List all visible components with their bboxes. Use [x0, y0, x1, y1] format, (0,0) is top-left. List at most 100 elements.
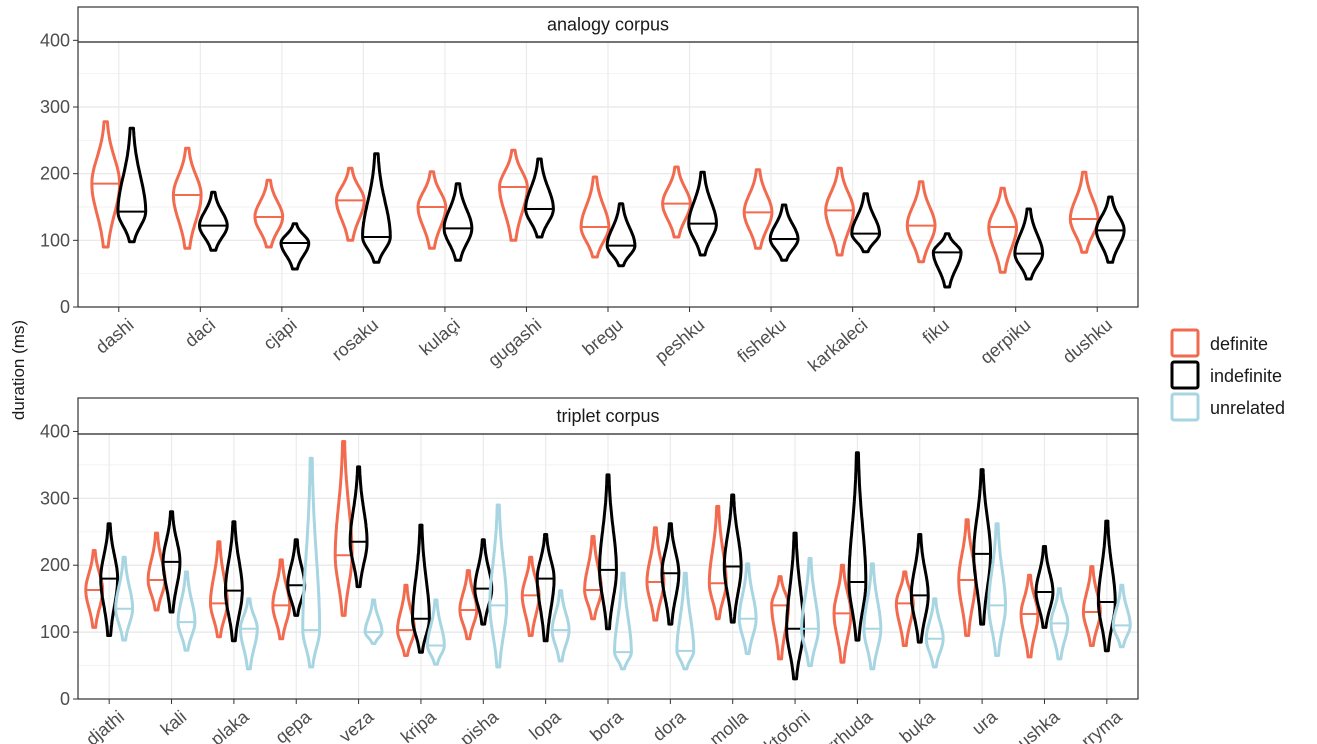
violin-unrelated — [238, 597, 259, 671]
violin-indefinite — [361, 152, 392, 264]
y-tick-label: 300 — [40, 488, 70, 508]
panels: 0 100 200 300 400 analogy corpus dashi daci cjap… — [40, 6, 1139, 744]
violin-definite — [458, 569, 479, 641]
violin-unrelated — [862, 562, 883, 671]
violin-definite — [520, 555, 541, 637]
x-tick-label: diktofoni — [750, 707, 814, 744]
y-tick-label: 100 — [40, 622, 70, 642]
violin-indefinite — [161, 510, 182, 614]
x-tick-label: qepa — [271, 706, 315, 744]
violin-indefinite — [524, 157, 555, 239]
violin-definite — [905, 180, 937, 264]
y-tick-label: 200 — [40, 164, 70, 184]
violin-indefinite — [768, 203, 800, 262]
violin-indefinite — [722, 493, 743, 624]
violin-indefinite — [411, 523, 431, 654]
violin-definite — [579, 175, 611, 259]
violin-definite — [171, 146, 203, 250]
violin-definite — [498, 148, 529, 242]
violin-unrelated — [426, 598, 446, 666]
violin-unrelated — [114, 555, 135, 642]
violin-definite — [832, 563, 853, 664]
y-tick-label: 200 — [40, 555, 70, 575]
series-indefinite — [99, 451, 1117, 681]
facet-strip — [77, 6, 1139, 43]
violin-definite — [957, 518, 978, 637]
x-tick-label: bora — [586, 706, 627, 744]
legend-key-indefinite — [1170, 360, 1200, 390]
series-definite — [90, 120, 1100, 274]
violin-unrelated — [301, 456, 322, 669]
x-tick-label: ura — [968, 706, 1002, 739]
facet-title: triplet corpus — [556, 406, 659, 426]
violin-indefinite — [279, 222, 311, 271]
x-tick-label: pushka — [1006, 706, 1064, 744]
violin-indefinite — [535, 533, 556, 643]
violin-unrelated — [675, 571, 696, 671]
violin-indefinite — [116, 126, 148, 244]
violin-indefinite — [224, 520, 244, 643]
violin-definite — [987, 186, 1018, 274]
violin-indefinite — [847, 451, 868, 642]
x-tick-label: fisheku — [733, 315, 790, 367]
x-tick-label: molla — [706, 706, 753, 744]
legend-label-indefinite: indefinite — [1210, 366, 1282, 386]
violin-definite — [742, 168, 774, 250]
panel: 0 100 200 300 400 triplet corpus djathi kali pla… — [40, 397, 1139, 744]
x-tick-label: gugashi — [484, 315, 545, 371]
x-tick-label: fiku — [919, 315, 953, 348]
x-tick-label: dashi — [92, 315, 138, 358]
legend-label-definite: definite — [1210, 334, 1268, 354]
violin-indefinite — [972, 468, 992, 626]
panel: 0 100 200 300 400 analogy corpus dashi daci cjap… — [40, 6, 1139, 376]
x-tick-label: pisha — [456, 706, 503, 744]
x-tick-label: plaka — [207, 706, 254, 744]
violin-unrelated — [613, 571, 633, 671]
x-tick-label: rrhuda — [823, 706, 876, 744]
y-tick-label: 100 — [40, 230, 70, 250]
x-tick-label: rryma — [1078, 706, 1127, 744]
x-tick-label: kulaçi — [416, 315, 464, 360]
x-tick-label: kali — [157, 707, 191, 740]
y-tick-label: 400 — [40, 30, 70, 50]
y-tick-label: 0 — [60, 297, 70, 317]
violin-indefinite — [931, 232, 963, 289]
x-tick-label: kripa — [397, 706, 441, 744]
violin-definite — [335, 166, 366, 242]
y-axis-title: duration (ms) — [9, 320, 28, 420]
violin-definite — [253, 178, 285, 249]
violin-definite — [661, 165, 692, 239]
violin-definite — [824, 166, 855, 257]
violin-indefinite — [348, 465, 369, 589]
violin-unrelated — [488, 503, 509, 669]
violin-indefinite — [1034, 545, 1055, 629]
x-tick-label: peshku — [651, 315, 708, 368]
y-tick-label: 400 — [40, 421, 70, 441]
violin-definite — [894, 570, 915, 647]
violin-definite — [84, 549, 105, 629]
legend-key-definite — [1170, 328, 1200, 358]
y-tick-label: 0 — [60, 689, 70, 709]
violin-indefinite — [1013, 207, 1045, 281]
x-tick-label: qerpiku — [976, 315, 1034, 368]
y-tick-label: 300 — [40, 97, 70, 117]
x-tick-label: karkaleci — [804, 315, 871, 376]
violin-indefinite — [598, 473, 618, 631]
x-tick-label: daci — [181, 315, 219, 352]
violin-unrelated — [987, 522, 1007, 657]
x-tick-label: dora — [649, 706, 690, 744]
violin-indefinite — [442, 182, 474, 262]
violin-unrelated — [550, 589, 571, 663]
violin-indefinite — [198, 190, 229, 252]
violin-definite — [1019, 573, 1040, 659]
series-unrelated — [114, 456, 1132, 671]
x-tick-label: dushku — [1059, 315, 1116, 368]
violin-indefinite — [660, 522, 681, 626]
legend: definite indefinite unrelated — [1170, 328, 1285, 422]
x-tick-label: buka — [896, 706, 940, 744]
facet-title: analogy corpus — [547, 15, 669, 35]
violin-definite — [416, 170, 448, 250]
violin-unrelated — [363, 598, 384, 645]
x-tick-label: cjapi — [259, 315, 300, 354]
